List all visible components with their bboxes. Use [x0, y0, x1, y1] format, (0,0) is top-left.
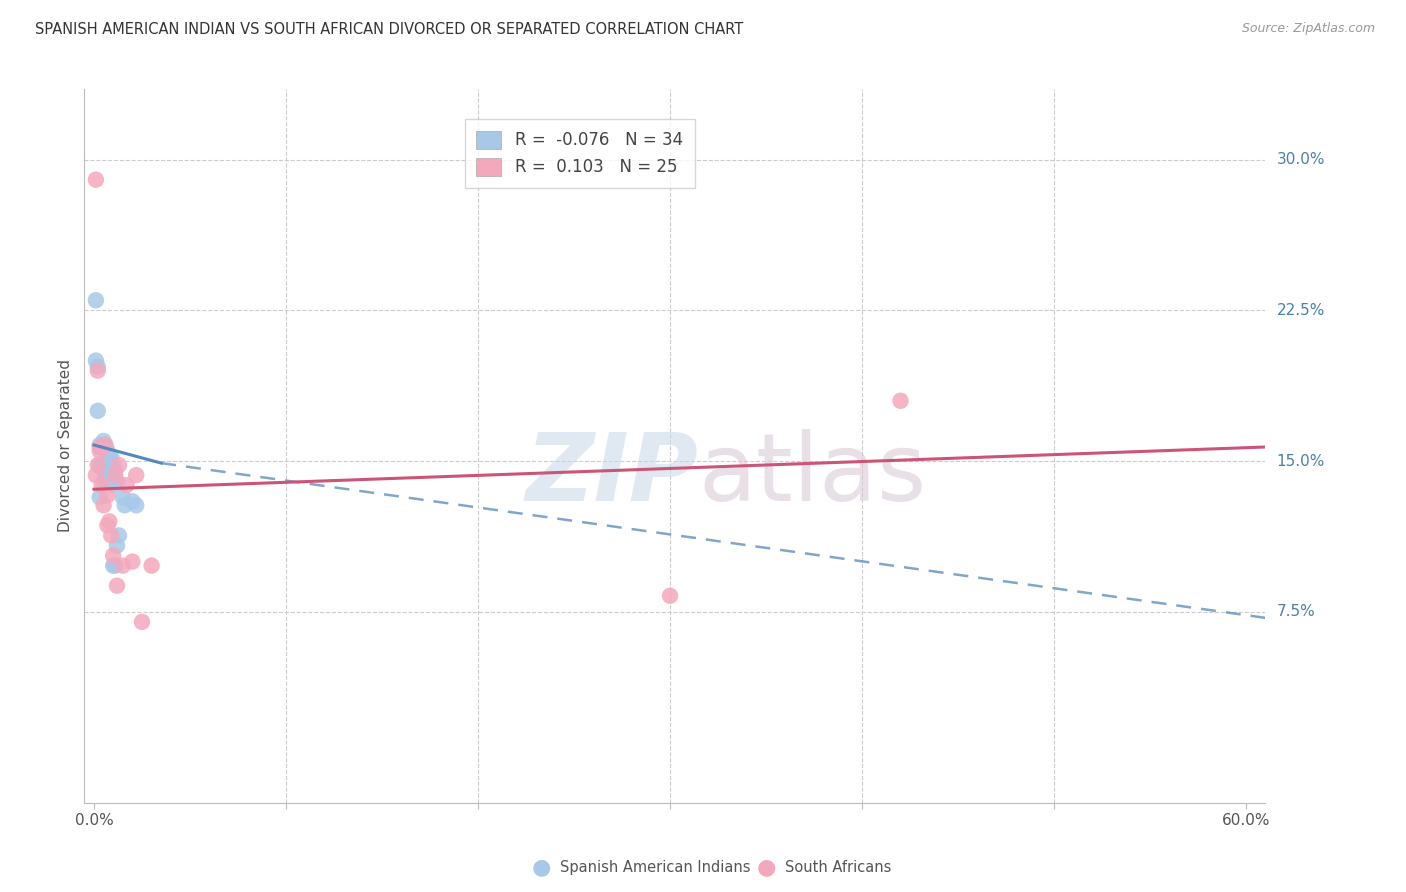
Point	[111, 490, 134, 504]
Text: SPANISH AMERICAN INDIAN VS SOUTH AFRICAN DIVORCED OR SEPARATED CORRELATION CHART: SPANISH AMERICAN INDIAN VS SOUTH AFRICAN…	[35, 22, 744, 37]
Point	[101, 558, 124, 573]
Point	[121, 494, 143, 508]
Point	[93, 434, 115, 448]
Point	[84, 172, 107, 186]
Point	[89, 458, 111, 472]
Point	[100, 528, 122, 542]
Text: 15.0%: 15.0%	[1277, 453, 1324, 468]
Text: 30.0%: 30.0%	[1277, 152, 1324, 167]
Point	[84, 293, 107, 308]
Point	[94, 438, 117, 452]
Point	[87, 404, 110, 418]
Point	[104, 464, 127, 478]
Point	[96, 518, 118, 533]
Point	[93, 474, 115, 488]
Legend: R =  -0.076   N = 34, R =  0.103   N = 25: R = -0.076 N = 34, R = 0.103 N = 25	[465, 119, 695, 188]
Point	[98, 448, 121, 462]
Point	[108, 458, 131, 472]
Point	[111, 558, 134, 573]
Point	[84, 353, 107, 368]
Point	[89, 438, 111, 452]
Point	[90, 440, 112, 454]
Point	[98, 515, 121, 529]
Point	[98, 468, 121, 483]
Point	[889, 393, 911, 408]
Text: Spanish American Indians: Spanish American Indians	[560, 860, 749, 874]
Point	[89, 490, 111, 504]
Point	[87, 359, 110, 374]
Point	[93, 458, 115, 472]
Point	[105, 579, 128, 593]
Point	[87, 363, 110, 377]
Point	[94, 454, 117, 468]
Point	[115, 478, 138, 492]
Text: South Africans: South Africans	[785, 860, 891, 874]
Point	[121, 555, 143, 569]
Point	[96, 474, 118, 488]
Point	[108, 528, 131, 542]
Point	[104, 558, 127, 573]
Point	[100, 450, 122, 464]
Point	[125, 468, 148, 483]
Point	[84, 468, 107, 483]
Point	[93, 498, 115, 512]
Point	[105, 474, 128, 488]
Y-axis label: Divorced or Separated: Divorced or Separated	[58, 359, 73, 533]
Text: ●: ●	[531, 857, 551, 877]
Text: Source: ZipAtlas.com: Source: ZipAtlas.com	[1241, 22, 1375, 36]
Point	[105, 539, 128, 553]
Point	[96, 488, 118, 502]
Point	[100, 468, 122, 483]
Point	[94, 468, 117, 483]
Text: 7.5%: 7.5%	[1277, 605, 1315, 619]
Text: ZIP: ZIP	[526, 428, 699, 521]
Point	[96, 458, 118, 472]
Point	[90, 478, 112, 492]
Point	[125, 498, 148, 512]
Point	[141, 558, 163, 573]
Point	[90, 460, 112, 475]
Point	[104, 468, 127, 483]
Point	[89, 444, 111, 458]
Point	[131, 615, 153, 629]
Point	[101, 458, 124, 472]
Point	[101, 549, 124, 563]
Text: atlas: atlas	[699, 428, 927, 521]
Text: 22.5%: 22.5%	[1277, 302, 1324, 318]
Point	[96, 444, 118, 458]
Point	[101, 478, 124, 492]
Text: ●: ●	[756, 857, 776, 877]
Point	[89, 440, 111, 454]
Point	[87, 458, 110, 472]
Point	[659, 589, 682, 603]
Point	[114, 498, 136, 512]
Point	[94, 440, 117, 454]
